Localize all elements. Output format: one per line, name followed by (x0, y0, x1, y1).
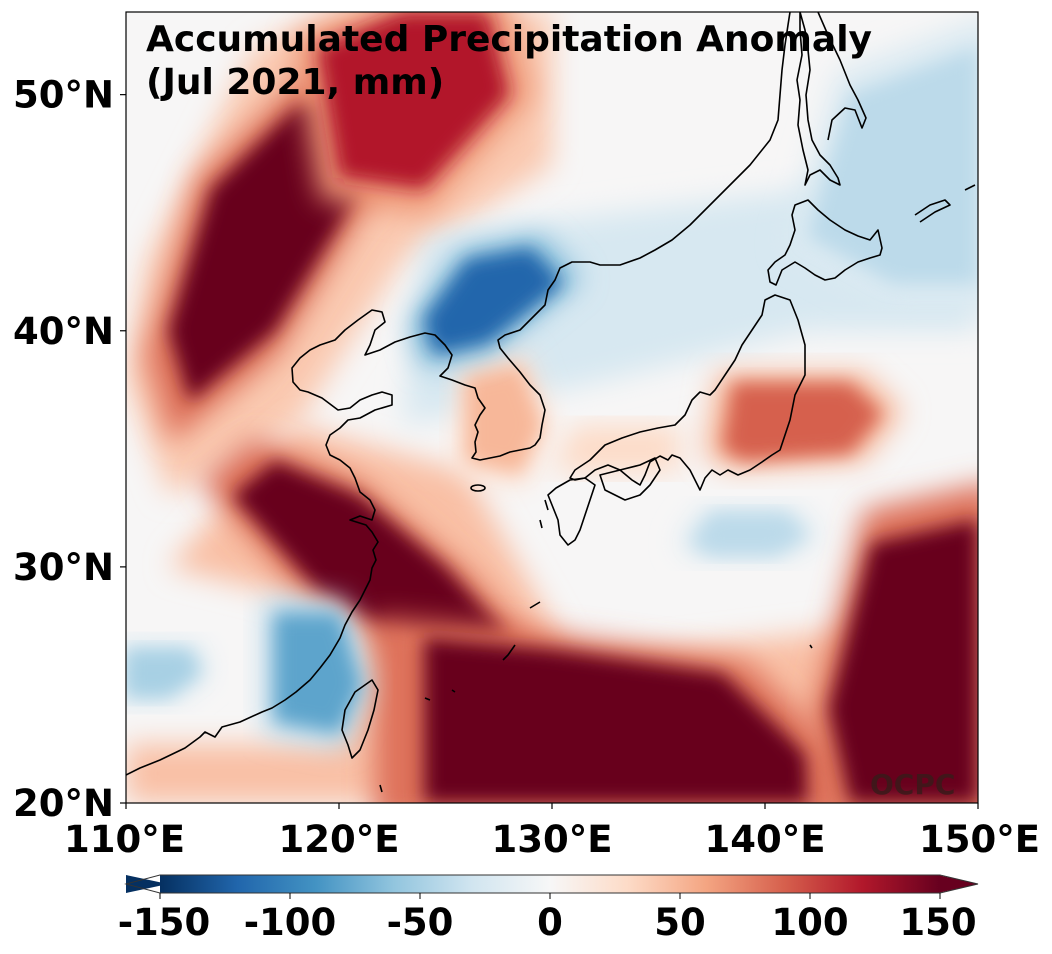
anomaly-region (275, 614, 361, 733)
coastline-kurils (914, 184, 976, 223)
map-panel: OCPC (126, 12, 978, 803)
colorbar-extend-high (938, 875, 978, 893)
coastline-mainland (126, 12, 791, 776)
anomaly-field (126, 12, 978, 803)
anomaly-region (722, 382, 883, 461)
y-tick-label: 20°N (13, 782, 114, 825)
colorbar-tick-label: 150 (899, 901, 976, 944)
anomaly-region (690, 512, 808, 556)
colorbar-ticks: -150 -100 -50 0 50 100 150 (118, 893, 977, 944)
anomaly-region (828, 519, 978, 803)
coastline-okhotsk (817, 12, 867, 141)
coastline-honshu (569, 294, 806, 491)
colorbar-body (160, 875, 940, 893)
coastline-kyushu (547, 477, 596, 546)
title-line-1: Accumulated Precipitation Anomaly (146, 19, 872, 60)
colorbar: -150 -100 -50 0 50 100 150 (118, 874, 979, 944)
colorbar-tick-label: -50 (387, 901, 454, 944)
colorbar-extend-low (126, 875, 168, 893)
colorbar-tick-label: 50 (654, 901, 706, 944)
y-axis: 50°N 40°N 30°N 20°N (13, 74, 126, 825)
y-tick-label: 50°N (13, 74, 114, 117)
anomaly-region (317, 12, 510, 190)
coastline-ryukyu (379, 499, 813, 793)
x-tick-label: 150°E (919, 818, 1040, 861)
y-tick-label: 40°N (13, 310, 114, 353)
coastline-hokkaido (767, 199, 883, 286)
colorbar-tick-label: -150 (118, 901, 211, 944)
watermark-ocpc: OCPC (870, 768, 955, 801)
anomaly-region (168, 94, 361, 402)
x-axis: 110°E 120°E 130°E 140°E 150°E (64, 803, 1040, 861)
coastline-taiwan (341, 679, 379, 759)
x-tick-label: 130°E (491, 818, 612, 861)
coastline-jeju (470, 484, 486, 492)
x-tick-label: 140°E (704, 818, 825, 861)
anomaly-region (424, 248, 563, 355)
title-line-2: (Jul 2021, mm) (146, 62, 444, 103)
x-tick-label: 120°E (278, 818, 399, 861)
y-tick-label: 30°N (13, 546, 114, 589)
colorbar-tick-label: -100 (244, 901, 337, 944)
colorbar-tick-label: 0 (537, 901, 563, 944)
anomaly-region (232, 460, 510, 638)
anomaly-region (807, 47, 978, 284)
anomaly-region (424, 637, 808, 803)
coastline-shikoku (599, 457, 661, 501)
x-tick-label: 110°E (64, 818, 185, 861)
anomaly-region (466, 366, 542, 473)
anomaly-wash (552, 425, 680, 473)
coastline-sakhalin (796, 12, 841, 186)
anomaly-region (126, 649, 201, 697)
coastlines (126, 12, 976, 793)
colorbar-tick-label: 100 (771, 901, 848, 944)
